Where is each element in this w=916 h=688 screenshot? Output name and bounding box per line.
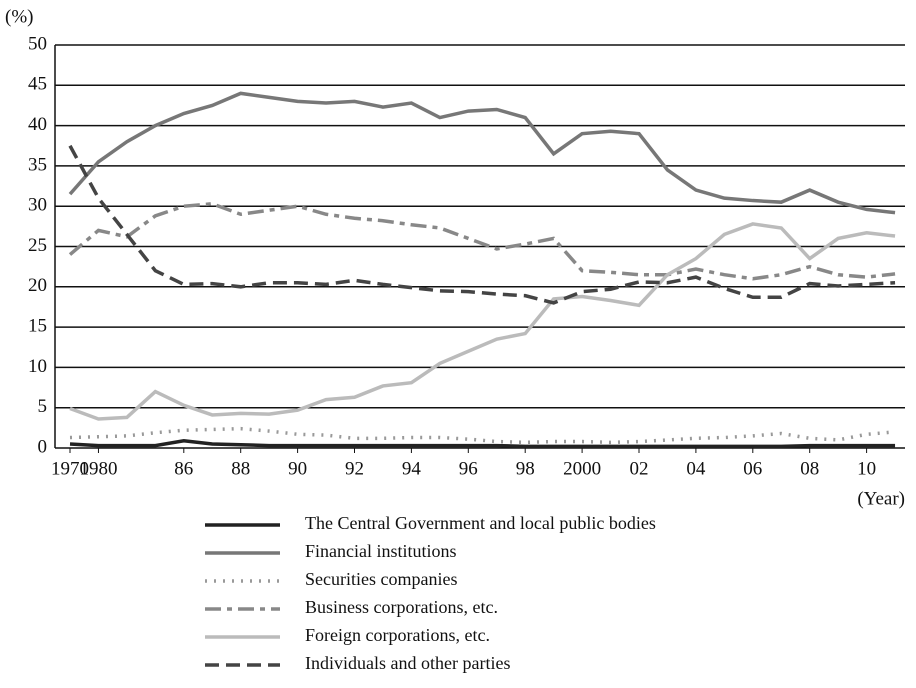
series-line xyxy=(69,222,896,421)
y-tick-label: 0 xyxy=(38,436,48,457)
y-tick-label: 10 xyxy=(28,356,47,377)
x-tick-label: 86 xyxy=(174,458,193,479)
x-tick-label: 2000 xyxy=(563,458,601,479)
x-tick-label: 1970 xyxy=(51,458,89,479)
y-tick-label: 50 xyxy=(28,33,47,54)
series-line xyxy=(68,202,896,281)
series-line xyxy=(68,144,896,305)
legend-label: The Central Government and local public … xyxy=(305,513,656,533)
x-tick-label: 98 xyxy=(516,458,535,479)
x-tick-label: 02 xyxy=(630,458,649,479)
y-tick-label: 30 xyxy=(28,195,47,216)
x-tick-label: 92 xyxy=(345,458,364,479)
y-tick-label: 45 xyxy=(28,74,47,95)
x-tick-label: 06 xyxy=(743,458,762,479)
x-tick-label: 10 xyxy=(857,458,876,479)
series-line xyxy=(68,91,896,215)
legend-label: Financial institutions xyxy=(305,541,457,561)
legend-label: Securities companies xyxy=(305,569,457,589)
legend-label: Foreign corporations, etc. xyxy=(305,625,490,645)
y-tick-label: 15 xyxy=(28,315,47,336)
x-tick-label: 08 xyxy=(800,458,819,479)
legend-label: Individuals and other parties xyxy=(305,653,510,673)
x-tick-label: 94 xyxy=(402,458,422,479)
legend-label: Business corporations, etc. xyxy=(305,597,498,617)
x-tick-label: 90 xyxy=(288,458,307,479)
x-tick-label: 1980 xyxy=(79,458,117,479)
x-tick-label: 96 xyxy=(459,458,478,479)
y-tick-label: 35 xyxy=(28,154,47,175)
y-tick-label: 25 xyxy=(28,235,47,256)
y-axis-label: (%) xyxy=(5,6,33,27)
x-axis-label: (Year) xyxy=(857,488,905,509)
y-tick-label: 40 xyxy=(28,114,47,135)
series-line xyxy=(69,438,896,449)
x-tick-label: 04 xyxy=(686,458,706,479)
y-tick-label: 5 xyxy=(38,396,48,417)
y-tick-label: 20 xyxy=(28,275,47,296)
x-tick-label: 88 xyxy=(231,458,250,479)
